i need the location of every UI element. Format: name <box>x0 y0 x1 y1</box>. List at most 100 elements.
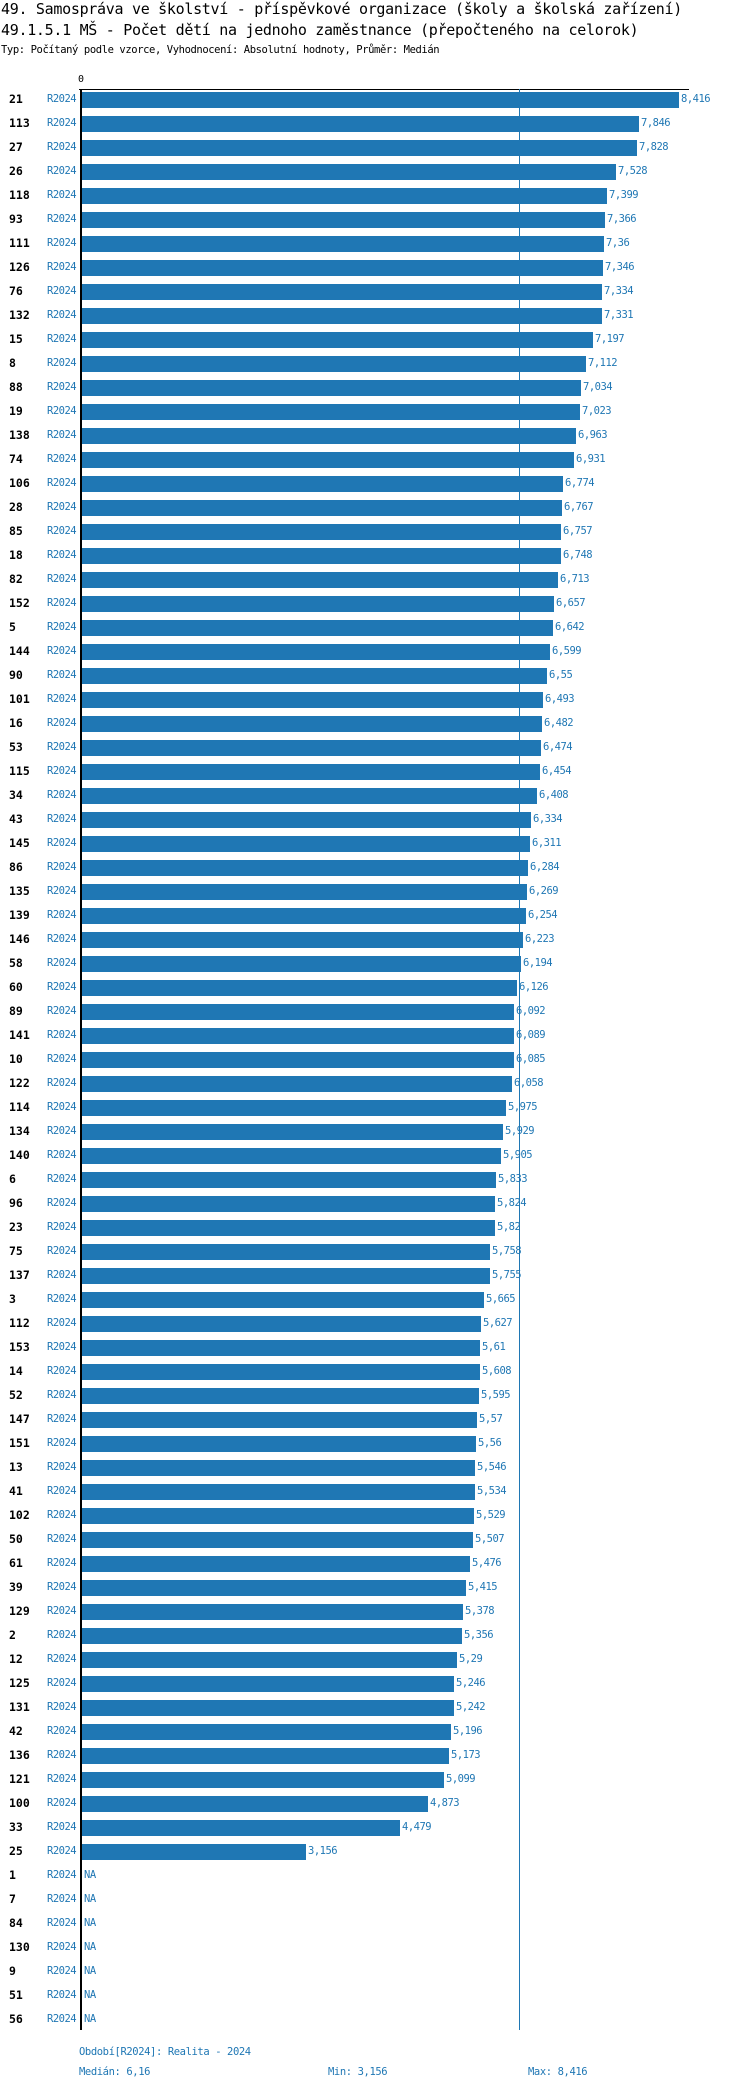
chart-row: 7 R2024 NA <box>0 1888 750 1912</box>
row-period-label: R2024 <box>47 717 77 729</box>
bar <box>82 236 604 252</box>
row-period-label: R2024 <box>47 501 77 513</box>
row-id-label: 74 <box>9 452 23 466</box>
row-id-label: 1 <box>9 1868 16 1882</box>
chart-row: 52 R2024 5,595 <box>0 1384 750 1408</box>
chart-row: 21 R2024 8,416 <box>0 88 750 112</box>
bar-value-label: NA <box>84 1965 96 1977</box>
row-period-label: R2024 <box>47 1221 77 1233</box>
bar-value-label: 7,399 <box>609 189 639 201</box>
bar-value-label: NA <box>84 1869 96 1881</box>
bar-value-label: 6,493 <box>545 693 575 705</box>
row-period-label: R2024 <box>47 1053 77 1065</box>
bar-value-label: 3,156 <box>308 1845 338 1857</box>
row-period-label: R2024 <box>47 525 77 537</box>
row-period-label: R2024 <box>47 405 77 417</box>
row-period-label: R2024 <box>47 141 77 153</box>
chart-row: 27 R2024 7,828 <box>0 136 750 160</box>
chart-row: 137 R2024 5,755 <box>0 1264 750 1288</box>
bar <box>82 1244 490 1260</box>
bar <box>82 116 639 132</box>
row-id-label: 101 <box>9 692 30 706</box>
bar-value-label: 6,311 <box>532 837 562 849</box>
bar <box>82 1124 503 1140</box>
row-id-label: 84 <box>9 1916 23 1930</box>
row-id-label: 18 <box>9 548 23 562</box>
bar <box>82 596 554 612</box>
bar-value-label: 6,058 <box>514 1077 544 1089</box>
chart-row: 9 R2024 NA <box>0 1960 750 1984</box>
row-period-label: R2024 <box>47 1293 77 1305</box>
row-id-label: 106 <box>9 476 30 490</box>
row-period-label: R2024 <box>47 429 77 441</box>
row-period-label: R2024 <box>47 1125 77 1137</box>
row-period-label: R2024 <box>47 837 77 849</box>
bar <box>82 908 526 924</box>
chart-row: 147 R2024 5,57 <box>0 1408 750 1432</box>
bar <box>82 1556 470 1572</box>
bar <box>82 692 543 708</box>
row-period-label: R2024 <box>47 1317 77 1329</box>
bar <box>82 980 517 996</box>
row-period-label: R2024 <box>47 189 77 201</box>
bar-value-label: NA <box>84 2013 96 2025</box>
bar-value-label: 7,846 <box>641 117 671 129</box>
row-period-label: R2024 <box>47 1557 77 1569</box>
chart-row: 34 R2024 6,408 <box>0 784 750 808</box>
row-id-label: 126 <box>9 260 30 274</box>
chart-row: 129 R2024 5,378 <box>0 1600 750 1624</box>
chart-row: 100 R2024 4,873 <box>0 1792 750 1816</box>
row-id-label: 138 <box>9 428 30 442</box>
bar <box>82 1172 496 1188</box>
row-id-label: 2 <box>9 1628 16 1642</box>
bar <box>82 1052 514 1068</box>
chart-row: 3 R2024 5,665 <box>0 1288 750 1312</box>
bar-value-label: 6,642 <box>555 621 585 633</box>
chart-row: 101 R2024 6,493 <box>0 688 750 712</box>
row-period-label: R2024 <box>47 693 77 705</box>
top-axis-line <box>79 89 689 90</box>
row-period-label: R2024 <box>47 1533 77 1545</box>
row-id-label: 132 <box>9 308 30 322</box>
bar <box>82 668 547 684</box>
row-id-label: 114 <box>9 1100 30 1114</box>
chart-row: 61 R2024 5,476 <box>0 1552 750 1576</box>
row-id-label: 112 <box>9 1316 30 1330</box>
row-period-label: R2024 <box>47 669 77 681</box>
chart-row: 136 R2024 5,173 <box>0 1744 750 1768</box>
chart-row: 126 R2024 7,346 <box>0 256 750 280</box>
bar <box>82 620 553 636</box>
bar-value-label: 6,254 <box>528 909 558 921</box>
bar <box>82 1460 475 1476</box>
bar <box>82 644 550 660</box>
bar <box>82 1604 463 1620</box>
bar-value-label: 7,366 <box>607 213 637 225</box>
row-id-label: 75 <box>9 1244 23 1258</box>
median-reference-line <box>519 89 520 2030</box>
bar-value-label: 5,665 <box>486 1293 516 1305</box>
row-id-label: 146 <box>9 932 30 946</box>
row-period-label: R2024 <box>47 285 77 297</box>
bar-value-label: 5,61 <box>482 1341 506 1353</box>
bar-value-label: 7,112 <box>588 357 618 369</box>
bar-value-label: 6,284 <box>530 861 560 873</box>
bar-value-label: 7,828 <box>639 141 669 153</box>
row-id-label: 131 <box>9 1700 30 1714</box>
row-period-label: R2024 <box>47 1437 77 1449</box>
row-id-label: 43 <box>9 812 23 826</box>
chart-row: 86 R2024 6,284 <box>0 856 750 880</box>
row-period-label: R2024 <box>47 381 77 393</box>
bar <box>82 1796 428 1812</box>
chart-row: 135 R2024 6,269 <box>0 880 750 904</box>
bar-value-label: 5,57 <box>479 1413 503 1425</box>
row-period-label: R2024 <box>47 765 77 777</box>
bar-value-label: 7,197 <box>595 333 625 345</box>
row-period-label: R2024 <box>47 1149 77 1161</box>
chart-row: 50 R2024 5,507 <box>0 1528 750 1552</box>
chart-row: 33 R2024 4,479 <box>0 1816 750 1840</box>
bar-value-label: 6,963 <box>578 429 608 441</box>
bar-value-label: 7,346 <box>605 261 635 273</box>
chart-row: 56 R2024 NA <box>0 2008 750 2032</box>
bar-value-label: 5,755 <box>492 1269 522 1281</box>
bar <box>82 1076 512 1092</box>
